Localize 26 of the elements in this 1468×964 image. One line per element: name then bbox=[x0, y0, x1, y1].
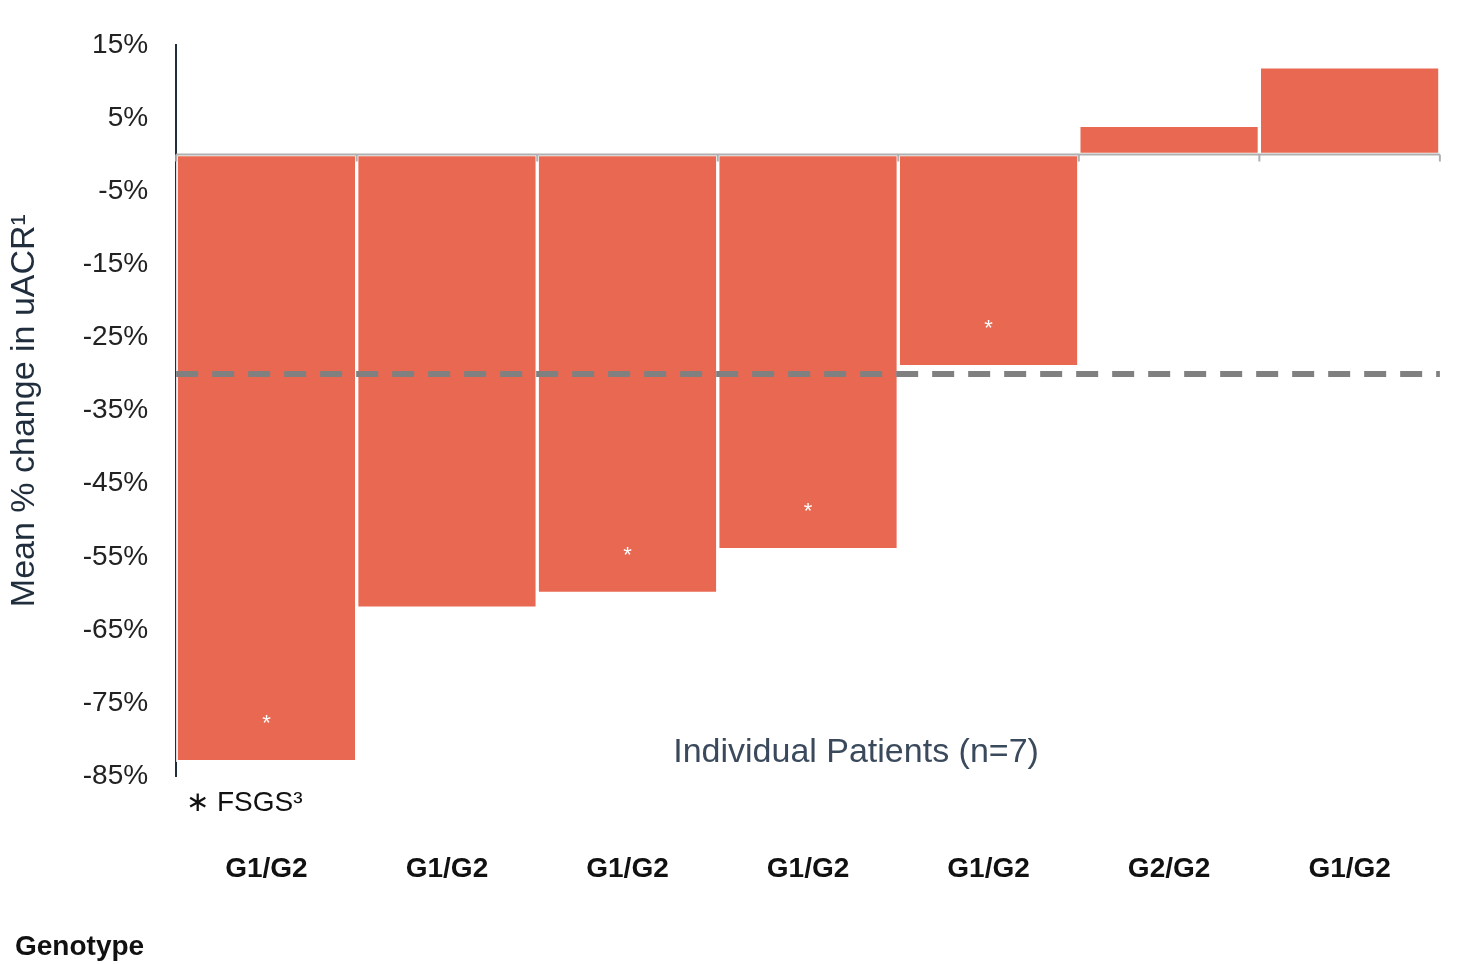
x-axis-title: Individual Patients (n=7) bbox=[673, 730, 1039, 769]
x-tick-label: G1/G2 bbox=[947, 851, 1030, 883]
y-tick-label: -35% bbox=[82, 393, 149, 425]
y-tick-label: -55% bbox=[82, 539, 149, 571]
y-tick-label: 5% bbox=[107, 100, 149, 132]
x-tick-label: G1/G2 bbox=[1308, 851, 1391, 883]
y-tick-label: -5% bbox=[98, 173, 149, 205]
x-tick-label: G1/G2 bbox=[586, 851, 669, 883]
y-tick-label: 15% bbox=[92, 27, 149, 59]
x-tick-label: G1/G2 bbox=[405, 851, 489, 883]
x-tick-label: G1/G2 bbox=[766, 851, 850, 883]
y-axis-title: Mean % change in uACR¹ bbox=[2, 214, 41, 608]
y-tick-label: -65% bbox=[82, 612, 149, 644]
data-label: * bbox=[803, 497, 813, 523]
text: ∗ FSGS³ bbox=[186, 786, 303, 818]
y-tick-label: -25% bbox=[82, 320, 149, 352]
x-tick-label: G2/G2 bbox=[1127, 851, 1211, 883]
data-label: * bbox=[623, 541, 633, 567]
y-tick-label: -85% bbox=[82, 759, 149, 791]
y-tick-label: -15% bbox=[82, 247, 149, 278]
y-tick-label: -45% bbox=[82, 466, 149, 498]
data-label: * bbox=[984, 314, 994, 340]
x-tick-label: G1/G2 bbox=[225, 851, 308, 883]
text: Genotype bbox=[15, 929, 145, 961]
y-tick-label: -75% bbox=[82, 685, 149, 717]
data-label: * bbox=[262, 709, 272, 735]
